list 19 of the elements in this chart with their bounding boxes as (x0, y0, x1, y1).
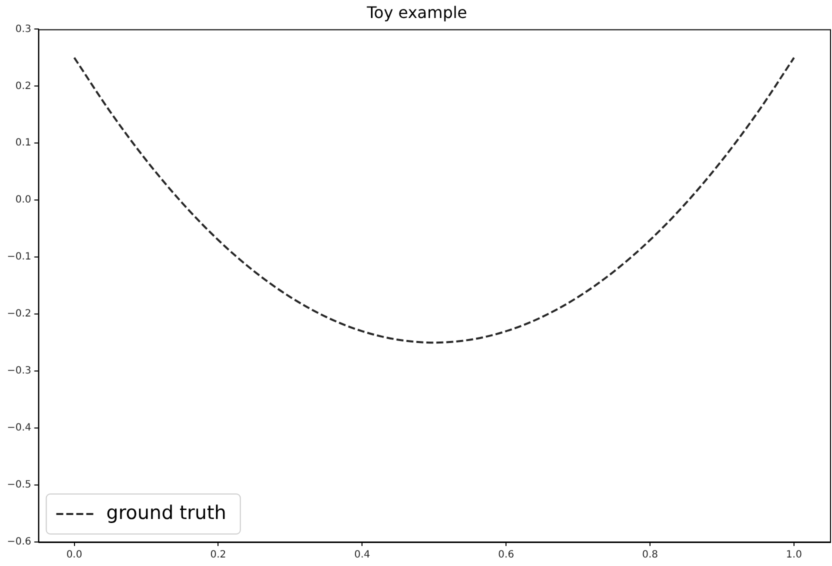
x-tick-label: 0.4 (354, 550, 370, 561)
x-tick-label: 1.0 (786, 550, 802, 561)
x-tick-label: 0.0 (66, 550, 82, 561)
y-tick-label: −0.6 (6, 536, 32, 548)
x-tick-label: 0.2 (210, 550, 226, 561)
x-tick-label: 0.8 (642, 550, 658, 561)
y-tick-label: −0.4 (6, 422, 32, 434)
y-tick-label: 0.1 (15, 138, 32, 149)
y-tick-label: 0.3 (15, 24, 32, 35)
line-series (73, 56, 796, 344)
y-tick-label: −0.2 (6, 308, 32, 320)
y-tick-label: −0.1 (6, 252, 32, 263)
y-tick-label: 0.2 (15, 80, 32, 92)
x-tick-label: 0.6 (498, 550, 514, 561)
y-tick-label: −0.3 (6, 366, 32, 377)
y-tick-label: 0.0 (15, 194, 32, 206)
legend-label: ground truth (106, 502, 226, 524)
y-tick-label: −0.5 (6, 480, 32, 491)
chart-title: Toy example (366, 2, 468, 22)
